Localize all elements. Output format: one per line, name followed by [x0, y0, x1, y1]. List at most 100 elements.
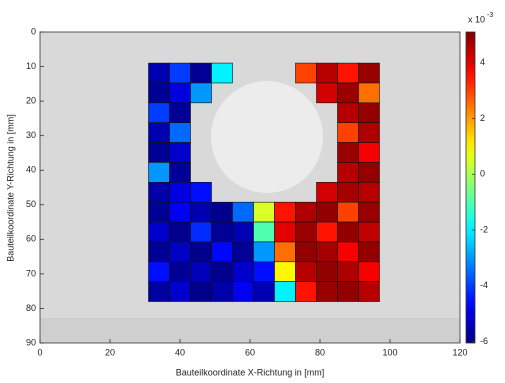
- chart: Bauteilkoordinate X-Richtung in [mm] Bau…: [0, 0, 505, 383]
- cell: [359, 143, 380, 163]
- cell: [191, 202, 212, 222]
- y-axis-label: Bauteilkoordinate Y-Richtung in [mm]: [5, 114, 15, 262]
- cell: [338, 202, 359, 222]
- cell: [359, 262, 380, 282]
- colorbar-tick-label: -2: [480, 224, 488, 234]
- y-tick-label: 90: [26, 337, 36, 347]
- x-tick-label: 120: [452, 347, 467, 357]
- cell: [254, 222, 275, 242]
- cell: [338, 123, 359, 143]
- cell: [212, 222, 233, 242]
- cell: [191, 222, 212, 242]
- cell: [170, 202, 191, 222]
- y-tick-label: 70: [26, 268, 36, 278]
- cell: [170, 123, 191, 143]
- cell: [191, 83, 212, 103]
- cell: [296, 222, 317, 242]
- x-tick-label: 60: [245, 347, 255, 357]
- cell: [254, 202, 275, 222]
- cell: [296, 262, 317, 282]
- cell: [317, 83, 338, 103]
- cell: [338, 222, 359, 242]
- y-tick-label: 60: [26, 234, 36, 244]
- cell: [338, 63, 359, 83]
- x-tick-label: 40: [175, 347, 185, 357]
- cell: [149, 262, 170, 282]
- cell: [359, 242, 380, 262]
- y-tick-label: 30: [26, 130, 36, 140]
- cell: [275, 222, 296, 242]
- cell: [338, 242, 359, 262]
- colorbar-tick-label: 4: [480, 57, 485, 67]
- x-tick-label: 100: [382, 347, 397, 357]
- cell: [170, 262, 191, 282]
- cell: [338, 103, 359, 123]
- cell: [191, 182, 212, 202]
- cell: [149, 202, 170, 222]
- cell: [170, 103, 191, 123]
- cell: [191, 242, 212, 262]
- cell: [359, 103, 380, 123]
- cell: [212, 282, 233, 302]
- colorbar-tick-label: -4: [480, 280, 488, 290]
- cell: [149, 222, 170, 242]
- colorbar-tick-label: 0: [480, 169, 485, 179]
- cell: [191, 282, 212, 302]
- cell: [170, 242, 191, 262]
- cell: [254, 282, 275, 302]
- cell: [212, 202, 233, 222]
- cell: [170, 143, 191, 163]
- cell: [233, 202, 254, 222]
- colorbar-tick-label: -6: [480, 336, 488, 346]
- cell: [149, 123, 170, 143]
- colorbar-label: x 10: [468, 14, 485, 24]
- cell: [191, 63, 212, 83]
- y-tick-label: 10: [26, 61, 36, 71]
- cell: [359, 182, 380, 202]
- cell: [149, 103, 170, 123]
- cell: [170, 282, 191, 302]
- cell: [149, 162, 170, 182]
- cell: [296, 63, 317, 83]
- cell: [275, 242, 296, 262]
- cell: [149, 242, 170, 262]
- x-tick-label: 0: [37, 347, 42, 357]
- cell: [338, 262, 359, 282]
- cell: [317, 63, 338, 83]
- y-tick-label: 20: [26, 95, 36, 105]
- cell: [170, 83, 191, 103]
- cell: [149, 63, 170, 83]
- cell: [338, 162, 359, 182]
- cell: [233, 282, 254, 302]
- cell: [338, 282, 359, 302]
- cell: [317, 242, 338, 262]
- cell: [317, 182, 338, 202]
- y-tick-label: 80: [26, 303, 36, 313]
- cell: [212, 262, 233, 282]
- cell: [254, 262, 275, 282]
- cell: [317, 202, 338, 222]
- y-tick-label: 50: [26, 199, 36, 209]
- cell: [359, 83, 380, 103]
- cell: [275, 202, 296, 222]
- cell: [212, 242, 233, 262]
- cell: [149, 182, 170, 202]
- cell: [233, 262, 254, 282]
- cell: [338, 182, 359, 202]
- colorbar-tick-label: 2: [480, 113, 485, 123]
- cell: [191, 262, 212, 282]
- cell: [359, 63, 380, 83]
- cell: [170, 162, 191, 182]
- cell: [359, 202, 380, 222]
- cell: [233, 222, 254, 242]
- cell: [338, 143, 359, 163]
- cell: [275, 282, 296, 302]
- cell: [359, 162, 380, 182]
- cell: [317, 262, 338, 282]
- cell: [359, 123, 380, 143]
- cell: [170, 182, 191, 202]
- cell: [317, 222, 338, 242]
- cell: [275, 262, 296, 282]
- x-axis-label: Bauteilkoordinate X-Richtung in [mm]: [176, 367, 325, 377]
- cell: [170, 222, 191, 242]
